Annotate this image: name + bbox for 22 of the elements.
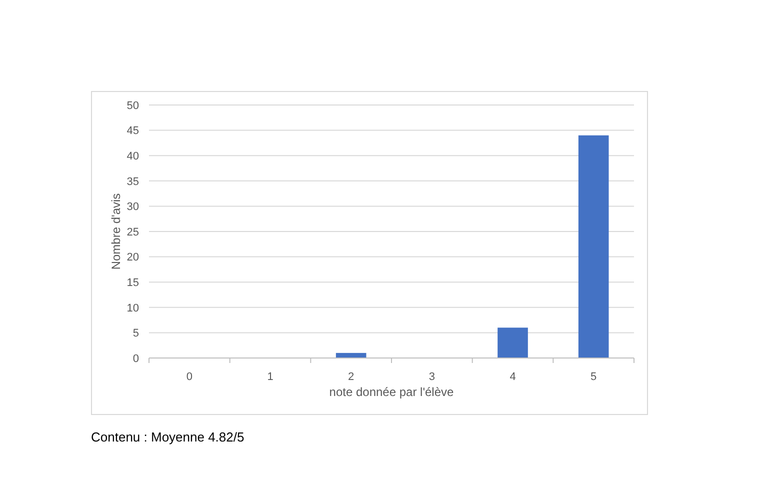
y-tick-label: 45 [126, 125, 139, 138]
y-tick-label: 25 [126, 226, 139, 238]
y-tick-label: 15 [126, 276, 139, 289]
y-tick-label: 30 [126, 201, 139, 214]
x-axis-title: note donnée par l'élève [329, 385, 454, 400]
bar [578, 135, 609, 358]
x-tick-label: 0 [186, 370, 192, 383]
bar [498, 328, 528, 358]
y-tick-label: 0 [132, 352, 139, 365]
y-tick-label: 20 [126, 252, 139, 264]
x-tick-label: 2 [348, 370, 354, 383]
y-axis-title: Nombre d'avis [109, 193, 124, 270]
y-tick-label: 10 [126, 302, 139, 314]
x-tick-label: 1 [267, 370, 274, 383]
x-tick-label: 3 [428, 370, 435, 383]
y-tick-label: 40 [126, 150, 139, 162]
x-tick-label: 4 [510, 370, 516, 383]
text: Contenu : Moyenne 4.82/5 [91, 430, 244, 445]
x-tick-label: 5 [590, 370, 597, 383]
y-tick-label: 35 [126, 176, 139, 188]
y-tick-label: 5 [132, 328, 139, 340]
y-tick-label: 50 [126, 100, 139, 112]
